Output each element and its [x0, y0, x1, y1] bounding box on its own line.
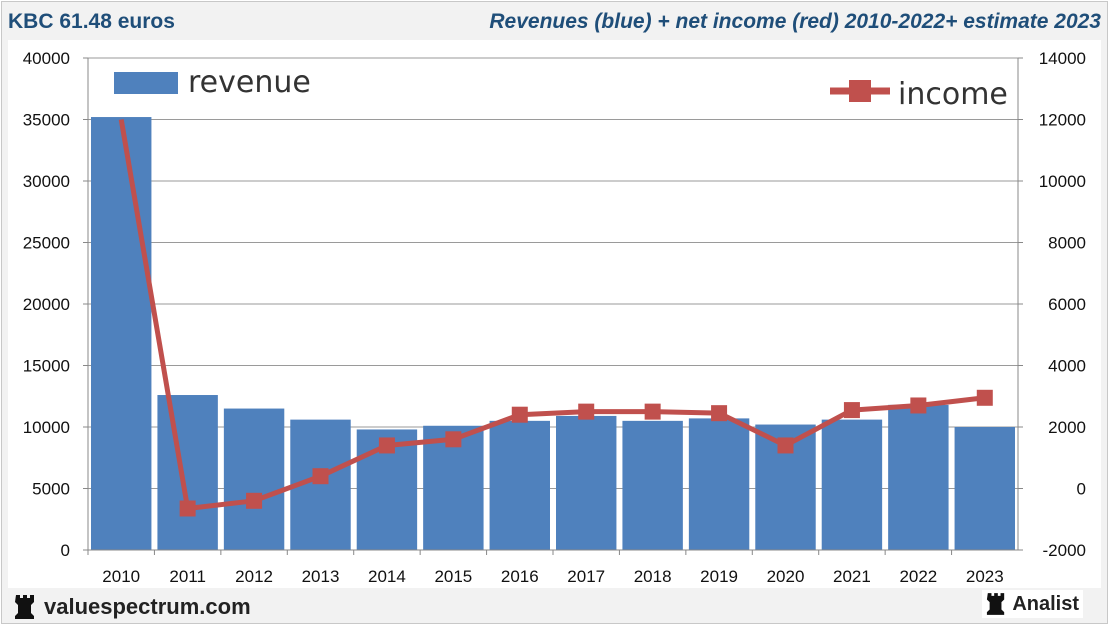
- right-tick-label: 8000: [1048, 234, 1086, 253]
- revenue-bar: [223, 408, 285, 550]
- revenue-bar: [157, 395, 218, 550]
- income-point: [511, 406, 528, 423]
- income-point: [246, 492, 263, 509]
- x-tick-label: 2020: [767, 567, 805, 586]
- income-point: [445, 431, 462, 448]
- x-tick-label: 2014: [368, 567, 406, 586]
- income-point: [578, 403, 595, 420]
- left-tick-label: 25000: [23, 234, 70, 253]
- left-tick-label: 40000: [23, 49, 70, 68]
- x-tick-label: 2022: [899, 567, 937, 586]
- x-tick-label: 2023: [966, 567, 1004, 586]
- brand-name: Analist: [1012, 592, 1079, 615]
- right-tick-label: 14000: [1039, 49, 1086, 68]
- right-tick-label: 12000: [1039, 111, 1086, 130]
- site-link[interactable]: valuespectrum.com: [44, 594, 251, 619]
- site-credit: valuespectrum.com: [14, 594, 251, 620]
- right-tick-label: 0: [1077, 480, 1086, 499]
- income-series-line: [118, 119, 986, 511]
- x-tick-label: 2011: [169, 567, 206, 586]
- rook-icon: [15, 595, 34, 619]
- x-tick-label: 2010: [102, 567, 140, 586]
- x-tick-label: 2012: [235, 567, 273, 586]
- right-tick-label: 6000: [1048, 295, 1086, 314]
- income-point: [644, 403, 661, 420]
- chart-title: Revenues (blue) + net income (red) 2010-…: [489, 10, 1101, 33]
- legend-income-marker: [849, 80, 871, 102]
- left-tick-label: 5000: [32, 480, 70, 499]
- income-point: [179, 500, 196, 517]
- income-point: [378, 437, 395, 454]
- x-tick-label: 2013: [302, 567, 340, 586]
- right-tick-label: 10000: [1039, 172, 1086, 191]
- left-tick-label: 35000: [23, 111, 70, 130]
- legend-income: income: [830, 77, 1008, 112]
- x-tick-label: 2019: [700, 567, 738, 586]
- axes: [83, 57, 1023, 555]
- revenue-bar: [622, 420, 683, 550]
- revenue-bar: [888, 404, 949, 550]
- income-point: [711, 405, 728, 422]
- brand-credit: Analist: [982, 590, 1083, 618]
- income-point: [976, 389, 993, 406]
- x-tick-label: 2021: [833, 567, 871, 586]
- right-tick-label: 4000: [1048, 357, 1086, 376]
- tick-labels: 0500010000150002000025000300003500040000…: [23, 49, 1086, 586]
- x-tick-label: 2017: [567, 567, 605, 586]
- income-line: [118, 119, 993, 517]
- legend-revenue-swatch: [114, 72, 178, 94]
- left-tick-label: 0: [61, 541, 70, 560]
- stock-price-title: KBC 61.48 euros: [8, 10, 175, 33]
- left-tick-label: 20000: [23, 295, 70, 314]
- rook-icon: [987, 593, 1005, 615]
- legend-income-label: income: [898, 77, 1008, 112]
- left-tick-label: 10000: [23, 418, 70, 437]
- legend-revenue: revenue: [114, 65, 311, 100]
- right-tick-label: 2000: [1048, 418, 1086, 437]
- revenue-bar: [91, 117, 152, 550]
- legend-revenue-label: revenue: [188, 65, 311, 100]
- revenue-bar: [954, 427, 1015, 550]
- revenue-bar: [489, 420, 550, 550]
- revenue-bars: [91, 117, 1015, 550]
- right-tick-label: -2000: [1043, 541, 1086, 560]
- income-point: [777, 437, 794, 454]
- revenue-bar: [688, 418, 750, 550]
- left-tick-label: 15000: [23, 357, 70, 376]
- x-tick-label: 2015: [434, 567, 472, 586]
- revenue-bar: [821, 419, 883, 550]
- revenue-bar: [556, 415, 617, 550]
- income-point: [910, 397, 927, 414]
- income-point: [843, 402, 860, 419]
- left-tick-label: 30000: [23, 172, 70, 191]
- x-tick-label: 2018: [634, 567, 672, 586]
- income-point: [312, 468, 329, 485]
- x-tick-label: 2016: [501, 567, 539, 586]
